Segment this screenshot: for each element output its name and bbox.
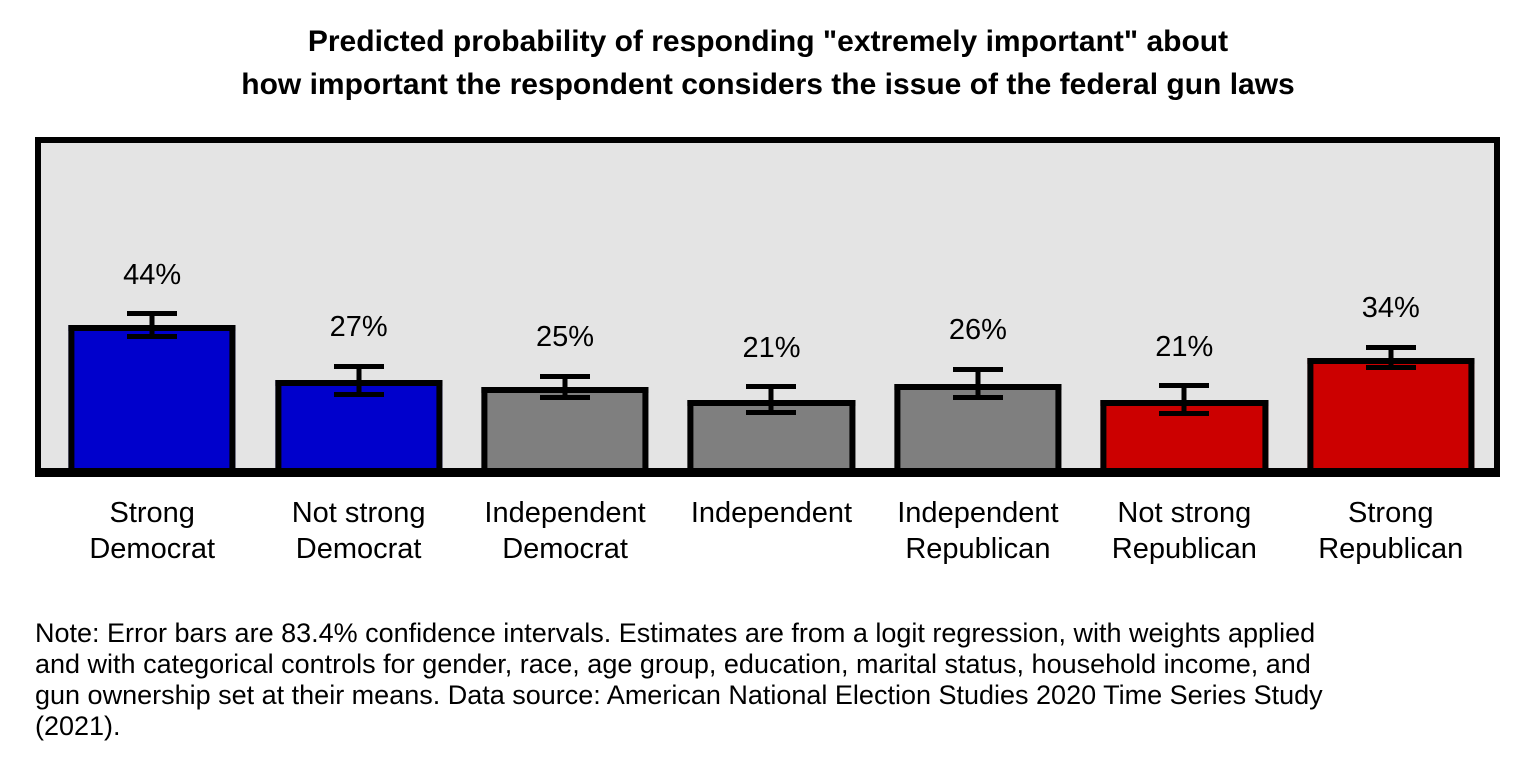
x-tick-label: Not strong Republican [1081, 495, 1287, 567]
error-bar-line [1388, 347, 1394, 368]
bar [68, 325, 236, 468]
error-bar-cap-top [333, 363, 384, 369]
x-tick-label-line: Independent [484, 497, 646, 529]
chart-title-line-2: how important the respondent considers t… [241, 68, 1295, 101]
x-tick-label-line: Republican [905, 533, 1051, 565]
error-bar-cap-bottom [540, 394, 591, 400]
footnote-line-3: gun ownership set at their means. Data s… [35, 680, 1323, 710]
error-bar-cap-bottom [333, 391, 384, 397]
footnote-line-2: and with categorical controls for gender… [35, 649, 1311, 679]
x-tick-label-line: Democrat [502, 533, 628, 565]
x-tick-label-line: Not strong [1117, 497, 1252, 529]
x-tick-label: Independent [668, 495, 874, 567]
bar [481, 386, 649, 468]
bar-group-7: 34% [1288, 143, 1494, 468]
error-bar-cap-top [1159, 383, 1210, 389]
error-bar-cap-top [746, 384, 797, 390]
error-bar-cap-bottom [952, 395, 1003, 401]
error-bar-cap-top [540, 373, 591, 379]
error-bar-cap-top [952, 366, 1003, 372]
chart-title-line-1: Predicted probability of responding "ext… [307, 25, 1229, 58]
plot-area: 44% 27% 25% 21% 26% 21% 34% [35, 137, 1500, 477]
x-tick-label-line: Independent [690, 497, 853, 529]
footnote-line-1: Note: Error bars are 83.4% confidence in… [35, 618, 1316, 648]
error-bar-cap-top [127, 311, 178, 317]
bar-group-6: 21% [1081, 143, 1287, 468]
error-bar-line [562, 376, 568, 398]
bar-value-label: 21% [1155, 330, 1214, 363]
footnote-line-4: (2021). [35, 711, 121, 741]
error-bar-cap-bottom [127, 333, 178, 339]
bar-value-label: 26% [948, 314, 1007, 347]
x-tick-label: Not strong Democrat [255, 495, 461, 567]
error-bar-line [356, 366, 362, 395]
error-bar-cap-bottom [746, 410, 797, 416]
bar-value-label: 25% [536, 321, 595, 354]
error-bar-cap-bottom [1159, 411, 1210, 417]
error-bar-cap-top [1365, 344, 1416, 350]
bar-group-1: 44% [49, 143, 255, 468]
bar-value-label: 34% [1361, 292, 1420, 325]
chart-title: Predicted probability of responding "ext… [0, 0, 1536, 106]
bar-group-2: 27% [255, 143, 461, 468]
bar-value-label: 44% [123, 258, 182, 291]
x-tick-label-line: Republican [1111, 533, 1257, 565]
error-bar-line [768, 386, 774, 413]
x-tick-label-line: Strong [109, 497, 195, 529]
x-tick-label: Independent Democrat [462, 495, 668, 567]
bar-value-label: 21% [742, 331, 801, 364]
bar-group-4: 21% [668, 143, 874, 468]
error-bar-cap-bottom [1365, 365, 1416, 371]
x-tick-label: Strong Democrat [49, 495, 255, 567]
x-tick-label-line: Not strong [291, 497, 426, 529]
x-axis-labels: Strong Democrat Not strong Democrat Independ… [41, 495, 1494, 567]
x-tick-label: Strong Republican [1288, 495, 1494, 567]
x-tick-label-line: Independent [897, 497, 1059, 529]
x-tick-label-line: Strong [1348, 497, 1434, 529]
bar-group-5: 26% [875, 143, 1081, 468]
x-tick-label: Independent Republican [875, 495, 1081, 567]
bar-value-label: 27% [329, 311, 388, 344]
x-tick-label-line: Democrat [295, 533, 422, 565]
error-bar-line [149, 313, 155, 337]
bar [1307, 357, 1475, 468]
x-tick-label-line: Republican [1318, 533, 1464, 565]
x-tick-label-line: Democrat [89, 533, 216, 565]
error-bar-line [975, 369, 981, 398]
footnote: Note: Error bars are 83.4% confidence in… [35, 618, 1501, 742]
error-bar-line [1181, 385, 1187, 414]
bar-group-3: 25% [462, 143, 668, 468]
